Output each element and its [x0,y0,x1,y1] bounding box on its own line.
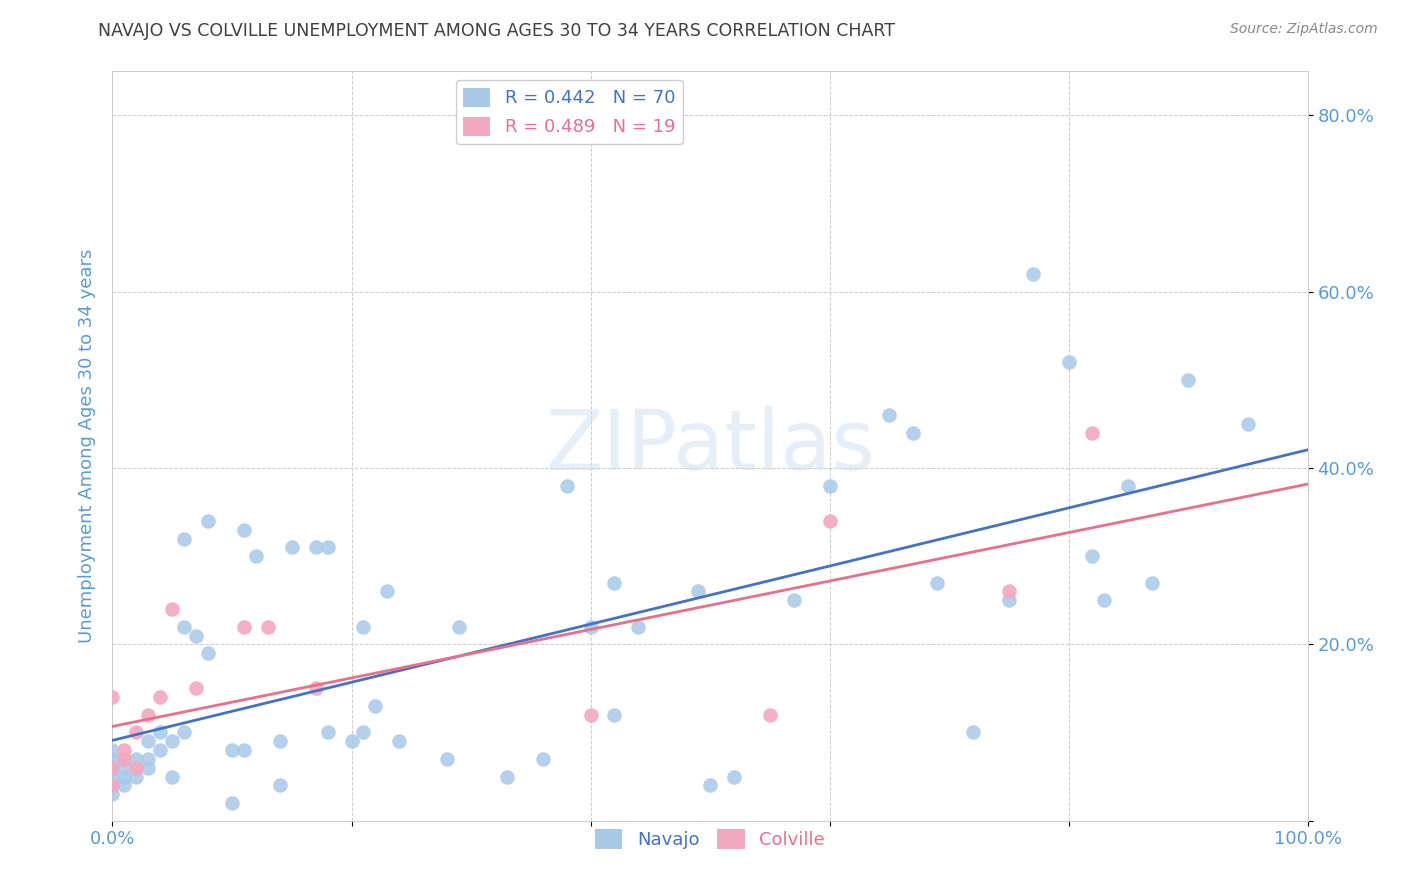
Point [114,743,135,757]
Point [138,707,160,722]
Point [101,690,124,705]
Point [1094,593,1116,607]
Point [149,690,172,705]
Point [998,584,1021,599]
Point [101,778,124,792]
Point [316,541,339,555]
Point [186,628,208,642]
Point [125,761,148,775]
Point [377,584,399,599]
Point [305,681,328,696]
Point [962,725,984,739]
Point [233,743,256,757]
Point [269,778,291,792]
Point [436,752,458,766]
Point [1081,425,1104,440]
Point [782,593,804,607]
Text: ZIPatlas: ZIPatlas [546,406,875,486]
Point [555,478,578,492]
Point [149,743,172,757]
Point [125,752,148,766]
Point [305,541,328,555]
Point [496,770,519,784]
Point [186,681,208,696]
Point [1081,549,1104,564]
Point [879,408,901,422]
Point [125,770,148,784]
Point [579,620,602,634]
Point [257,620,280,634]
Point [245,549,267,564]
Point [233,620,256,634]
Point [173,532,195,546]
Legend: Navajo, Colville: Navajo, Colville [588,822,832,856]
Text: NAVAJO VS COLVILLE UNEMPLOYMENT AMONG AGES 30 TO 34 YEARS CORRELATION CHART: NAVAJO VS COLVILLE UNEMPLOYMENT AMONG AG… [98,22,896,40]
Point [316,725,339,739]
Point [125,761,148,775]
Point [352,725,374,739]
Point [688,584,710,599]
Point [903,425,925,440]
Point [221,743,243,757]
Point [138,752,160,766]
Point [125,725,148,739]
Y-axis label: Unemployment Among Ages 30 to 34 years: Unemployment Among Ages 30 to 34 years [77,249,96,643]
Point [173,620,195,634]
Point [162,770,183,784]
Point [1142,575,1164,590]
Point [269,734,291,748]
Point [388,734,411,748]
Point [233,523,256,537]
Point [101,770,124,784]
Point [149,725,172,739]
Point [699,778,721,792]
Point [447,620,470,634]
Point [818,514,841,528]
Point [1022,267,1045,281]
Point [101,778,124,792]
Point [101,752,124,766]
Point [114,752,135,766]
Point [114,778,135,792]
Point [138,734,160,748]
Point [352,620,374,634]
Point [1118,478,1140,492]
Point [927,575,949,590]
Point [162,602,183,616]
Point [114,752,135,766]
Point [998,593,1021,607]
Point [531,752,554,766]
Point [603,575,626,590]
Point [101,761,124,775]
Point [603,707,626,722]
Point [162,734,183,748]
Point [197,646,219,660]
Point [101,787,124,801]
Point [114,770,135,784]
Point [340,734,363,748]
Point [1057,355,1080,369]
Point [627,620,650,634]
Point [221,796,243,810]
Point [818,478,841,492]
Point [101,761,124,775]
Point [197,514,219,528]
Point [1237,417,1260,431]
Point [723,770,745,784]
Point [579,707,602,722]
Point [281,541,304,555]
Point [364,699,387,714]
Point [173,725,195,739]
Text: Source: ZipAtlas.com: Source: ZipAtlas.com [1230,22,1378,37]
Point [101,743,124,757]
Point [759,707,782,722]
Point [114,761,135,775]
Point [1177,373,1199,387]
Point [138,761,160,775]
